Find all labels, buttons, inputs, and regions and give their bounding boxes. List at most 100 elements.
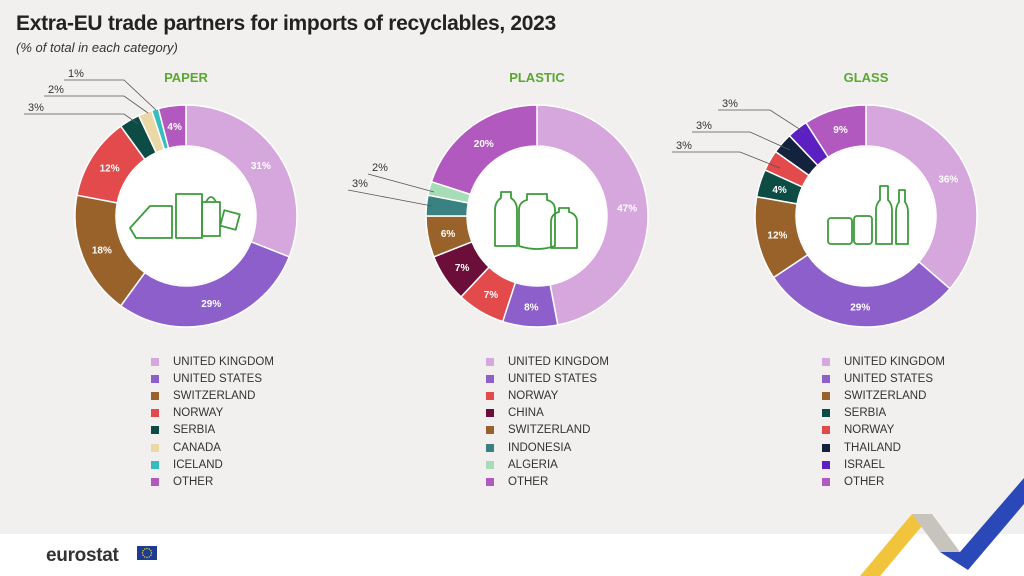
legend-label: UNITED KINGDOM (844, 355, 945, 368)
legend-label: NORWAY (508, 389, 559, 402)
chart-title: GLASS (844, 70, 889, 85)
glass-bottles-icon (827, 185, 909, 245)
legend-label: SERBIA (173, 424, 216, 437)
legend-swatch (822, 409, 830, 418)
legend-item: UNITED STATES (486, 370, 609, 387)
legend-item: ICELAND (151, 456, 274, 473)
legend-swatch (822, 357, 830, 366)
legend-label: ISRAEL (844, 458, 885, 471)
legend-swatch (486, 357, 494, 366)
data-label: 36% (938, 174, 958, 185)
legend-swatch (486, 374, 494, 383)
data-label: 3% (28, 102, 44, 114)
eurostat-logo: eurostat (46, 545, 119, 566)
data-label: 6% (441, 229, 456, 240)
leader-line (64, 79, 157, 111)
slice-other (804, 104, 867, 159)
legend-swatch (151, 391, 159, 400)
decorative-ribbon-icon (860, 478, 1024, 576)
legend-swatch (486, 391, 494, 400)
slice-united-states (772, 253, 951, 328)
legend-label: NORWAY (173, 407, 224, 420)
legend-item: UNITED KINGDOM (151, 353, 274, 370)
legend-swatch (822, 391, 830, 400)
donut-hole (117, 147, 255, 285)
legend-plastic: UNITED KINGDOM UNITED STATES NORWAY CHINA SW… (486, 353, 609, 491)
page-subtitle: (% of total in each category) (16, 40, 178, 55)
legend-label: OTHER (508, 475, 549, 488)
eu-flag-icon (137, 546, 157, 560)
legend-label: UNITED KINGDOM (508, 355, 609, 368)
legend-item: SWITZERLAND (151, 387, 274, 404)
leader-line (44, 95, 149, 114)
data-label: 18% (92, 245, 112, 256)
legend-item: OTHER (822, 473, 945, 490)
legend-swatch (151, 477, 159, 486)
data-label: 12% (100, 164, 120, 175)
data-label: 31% (251, 161, 271, 172)
data-label: 2% (372, 162, 388, 174)
legend-item: OTHER (486, 473, 609, 490)
data-label: 29% (201, 299, 221, 310)
data-label: 20% (474, 139, 494, 150)
data-label: 3% (722, 98, 738, 110)
legend-label: UNITED STATES (508, 372, 598, 385)
data-label: 7% (484, 290, 499, 301)
legend-item: CANADA (151, 439, 274, 456)
legend-item: SERBIA (151, 422, 274, 439)
legend-item: OTHER (151, 473, 274, 490)
legend-paper: UNITED KINGDOM UNITED STATES SWITZERLAND NO… (151, 353, 274, 491)
leader-line (718, 109, 805, 133)
data-label: 4% (167, 122, 182, 133)
legend-swatch (151, 409, 159, 418)
legend-item: UNITED KINGDOM (822, 353, 945, 370)
chart-title: PAPER (164, 70, 208, 85)
legend-item: CHINA (486, 405, 609, 422)
data-label: 3% (696, 120, 712, 132)
legend-label: NORWAY (844, 424, 895, 437)
data-label: 29% (850, 302, 870, 313)
legend-swatch (822, 477, 830, 486)
slice-united-kingdom (536, 104, 649, 326)
legend-swatch (822, 443, 830, 452)
plastic-bottles-icon (494, 191, 578, 250)
legend-item: UNITED KINGDOM (486, 353, 609, 370)
legend-label: ALGERIA (508, 458, 558, 471)
legend-label: SWITZERLAND (844, 389, 927, 402)
legend-label: ICELAND (173, 458, 223, 471)
paper-products-icon (129, 193, 241, 239)
legend-swatch (151, 460, 159, 469)
legend-item: UNITED STATES (151, 370, 274, 387)
legend-swatch (486, 460, 494, 469)
chart-title: PLASTIC (509, 70, 565, 85)
legend-item: SERBIA (822, 405, 945, 422)
legend-item: SWITZERLAND (486, 422, 609, 439)
data-label: 7% (455, 263, 470, 274)
legend-swatch (822, 426, 830, 435)
slice-other (157, 104, 187, 150)
legend-label: CHINA (508, 407, 544, 420)
legend-item: THAILAND (822, 439, 945, 456)
leader-line (692, 131, 791, 151)
slice-united-states (119, 240, 291, 328)
legend-item: ISRAEL (822, 456, 945, 473)
slice-other (430, 104, 538, 196)
legend-swatch (486, 409, 494, 418)
leader-line (672, 151, 781, 169)
legend-glass: UNITED KINGDOM UNITED STATES SWITZERLAND SE… (822, 353, 945, 491)
legend-label: SWITZERLAND (173, 389, 256, 402)
data-label: 1% (68, 68, 84, 80)
legend-label: OTHER (173, 475, 214, 488)
data-label: 47% (617, 203, 637, 214)
legend-swatch (151, 426, 159, 435)
data-label: 3% (352, 178, 368, 190)
legend-label: INDONESIA (508, 441, 572, 454)
legend-label: CANADA (173, 441, 221, 454)
leader-line (347, 189, 433, 207)
legend-label: SERBIA (844, 407, 887, 420)
legend-item: INDONESIA (486, 439, 609, 456)
legend-swatch (486, 443, 494, 452)
data-label: 4% (772, 185, 787, 196)
data-label: 9% (833, 125, 848, 136)
legend-item: ALGERIA (486, 456, 609, 473)
